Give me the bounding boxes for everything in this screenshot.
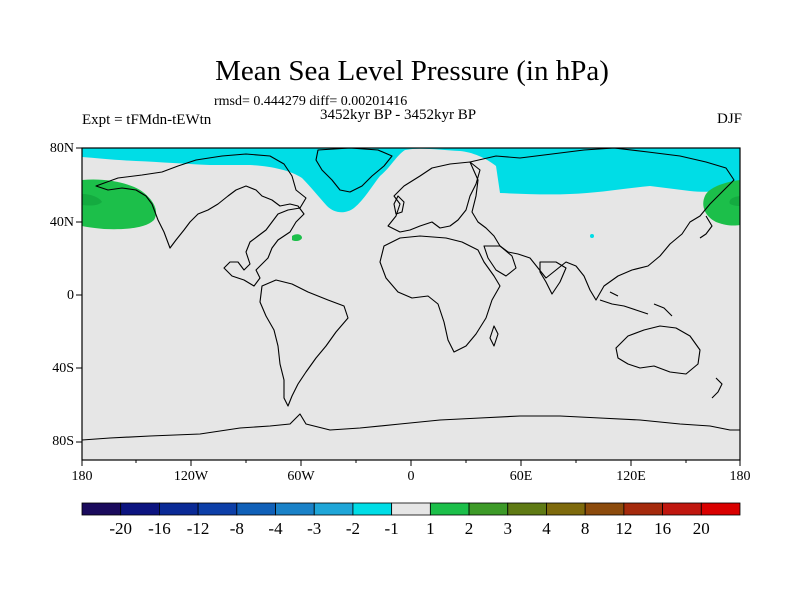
coast-uk — [393, 195, 405, 215]
colorbar-box — [507, 502, 547, 516]
colorbar-box — [313, 502, 354, 516]
lon-label-60w: 60W — [287, 469, 315, 484]
colorbar-box — [468, 502, 509, 516]
colorbar-label: 1 — [426, 519, 435, 538]
colorbar-label: -20 — [109, 519, 133, 538]
colorbar-label: 2 — [464, 519, 474, 538]
colorbar-label: 16 — [654, 519, 672, 538]
colorbar-box — [391, 502, 431, 516]
experiment-label: Expt = tFMdn-tEWtn — [82, 112, 212, 128]
coast-europe — [387, 161, 481, 233]
colorbar-box — [275, 502, 315, 516]
colorbar-label: 12 — [615, 519, 633, 538]
coast-africa — [379, 235, 501, 353]
green-north-pacific-east — [703, 180, 740, 226]
colorbar-label: -4 — [268, 519, 283, 538]
colorbar-box — [352, 502, 393, 516]
coast-north-america — [95, 153, 307, 287]
axis-ticks — [76, 147, 741, 466]
lat-label-80s: 80S — [52, 434, 74, 449]
colorbar-label: -1 — [384, 519, 399, 538]
colorbar-box — [584, 502, 625, 516]
coast-australia — [615, 325, 701, 375]
darker-green-core-east — [729, 196, 740, 206]
coast-india — [539, 261, 567, 295]
coast-southeast-asia-islands — [599, 291, 673, 317]
colorbar-box — [81, 502, 122, 516]
coast-antarctica — [82, 413, 740, 441]
lat-label-40s: 40S — [52, 361, 74, 376]
map-background — [82, 148, 740, 460]
colorbar-box — [236, 502, 276, 516]
stats-line: rmsd= 0.444279 diff= 0.00201416 — [214, 94, 408, 109]
colorbar-box — [120, 502, 160, 516]
coast-new-zealand — [711, 377, 723, 399]
colorbar-box — [197, 502, 238, 516]
green-north-atlantic-spot — [292, 234, 302, 242]
lon-label-180e: 180 — [729, 469, 751, 484]
coast-japan — [699, 215, 713, 239]
coastlines — [82, 148, 740, 441]
lon-label-0: 0 — [407, 469, 415, 484]
colorbar-label: -12 — [186, 519, 210, 538]
lon-label-120w: 120W — [173, 469, 209, 484]
colorbar-box — [159, 502, 199, 516]
coast-arabia — [483, 245, 517, 277]
season-label: DJF — [716, 111, 742, 127]
chart-title: Mean Sea Level Pressure (in hPa) — [215, 55, 609, 87]
map-panel — [82, 148, 740, 460]
colorbar-label: 4 — [542, 519, 551, 538]
colorbar-label: 8 — [580, 519, 590, 538]
lon-label-180w: 180 — [71, 469, 93, 484]
colorbar-label: 3 — [503, 519, 513, 538]
colorbar-box — [700, 502, 741, 516]
colorbar-box — [546, 502, 586, 516]
period-label: 3452kyr BP - 3452kyr BP — [320, 107, 477, 123]
colorbar-label: -2 — [345, 519, 361, 538]
cyan-arctic-band — [82, 148, 740, 213]
lon-label-120e: 120E — [616, 469, 646, 484]
colorbar-label: -16 — [148, 519, 171, 538]
coast-south-america — [259, 279, 349, 407]
coast-madagascar — [489, 325, 499, 347]
colorbar-label: -8 — [229, 519, 244, 538]
lat-label-0: 0 — [67, 288, 74, 303]
colorbar-box — [662, 502, 702, 516]
cyan-spot — [590, 234, 594, 238]
colorbar-label: 20 — [692, 519, 710, 538]
colorbar-label: -3 — [307, 519, 322, 538]
darker-green-core-west — [82, 194, 102, 206]
lon-label-60e: 60E — [509, 469, 533, 484]
colorbar — [81, 502, 741, 516]
colorbar-box — [623, 502, 663, 516]
lat-label-40n: 40N — [49, 215, 74, 230]
lat-label-80n: 80N — [49, 141, 74, 156]
colorbar-box — [429, 502, 470, 516]
green-north-pacific-west — [82, 179, 157, 230]
coast-greenland — [315, 148, 393, 193]
coast-asia — [469, 148, 735, 301]
